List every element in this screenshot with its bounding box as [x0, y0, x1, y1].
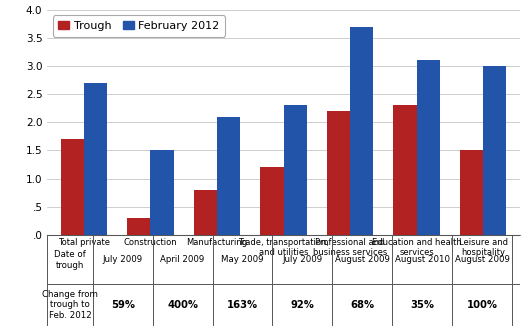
Bar — [260, 167, 284, 235]
Bar — [84, 83, 107, 235]
Bar — [284, 105, 307, 235]
Text: 35%: 35% — [410, 300, 434, 310]
Bar — [417, 60, 440, 235]
Text: May 2009: May 2009 — [221, 256, 264, 264]
Text: August 2009: August 2009 — [455, 256, 510, 264]
Bar — [60, 139, 84, 235]
Text: July 2009: July 2009 — [282, 256, 322, 264]
Text: July 2009: July 2009 — [103, 256, 143, 264]
Bar — [393, 105, 417, 235]
Text: August 2009: August 2009 — [335, 256, 390, 264]
Bar — [327, 111, 350, 235]
Bar — [483, 66, 507, 235]
Bar — [350, 27, 373, 235]
Legend: Trough, February 2012: Trough, February 2012 — [53, 15, 225, 37]
Bar — [460, 151, 483, 235]
Text: Change from
trough to
Feb. 2012: Change from trough to Feb. 2012 — [42, 290, 98, 320]
Text: 92%: 92% — [290, 300, 314, 310]
Text: April 2009: April 2009 — [161, 256, 205, 264]
Bar — [150, 151, 174, 235]
Text: 400%: 400% — [167, 300, 198, 310]
Text: 163%: 163% — [227, 300, 258, 310]
Bar — [127, 218, 150, 235]
Text: Date of
trough: Date of trough — [54, 250, 86, 270]
Text: August 2010: August 2010 — [395, 256, 450, 264]
Bar — [217, 117, 240, 235]
Text: 68%: 68% — [350, 300, 374, 310]
Bar — [194, 190, 217, 235]
Text: 59%: 59% — [111, 300, 135, 310]
Text: 100%: 100% — [467, 300, 498, 310]
